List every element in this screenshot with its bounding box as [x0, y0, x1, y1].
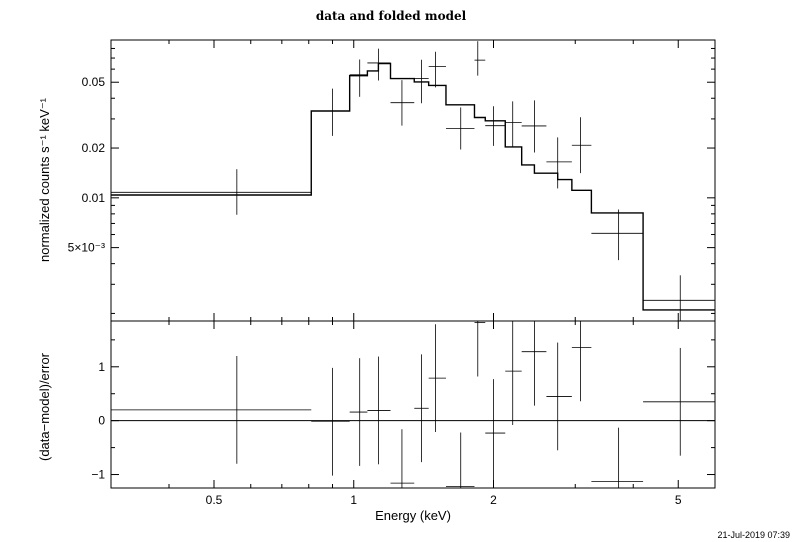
y-tick-label: 5×10⁻³	[68, 241, 105, 255]
spectrum-ticks	[111, 40, 715, 321]
x-tick-label: 1	[350, 493, 357, 507]
data-point	[111, 169, 312, 215]
folded-model-line	[111, 62, 715, 311]
x-tick-label: 2	[490, 493, 497, 507]
residual-data-points	[111, 321, 715, 488]
residual-tick-label: −1	[91, 468, 105, 482]
spectrum-data-points	[111, 41, 715, 321]
x-axis-label: Energy (keV)	[375, 508, 451, 523]
residual-point	[311, 367, 350, 476]
residual-point	[591, 427, 644, 488]
residual-point	[571, 321, 592, 402]
residual-point	[474, 321, 486, 377]
data-point	[643, 275, 715, 321]
residual-point	[349, 358, 368, 466]
residual-point	[485, 379, 506, 487]
spectrum-panel: 5×10⁻³ 0.01 0.02 0.05 normalized counts s⁻¹…	[37, 39, 716, 322]
y-axis-label-spectrum: normalized counts s⁻¹ keV⁻¹	[37, 97, 52, 262]
x-tick-label: 5	[675, 493, 682, 507]
chart-title: data and folded model	[316, 9, 467, 23]
residual-point	[414, 354, 429, 463]
data-point	[485, 106, 506, 146]
residual-point	[428, 324, 446, 432]
data-point	[311, 88, 350, 136]
data-point	[546, 137, 572, 189]
residual-point	[505, 321, 522, 425]
y-axis-label-residuals: (data−model)/error	[37, 352, 52, 461]
data-point	[428, 51, 446, 88]
x-tick-label: 0.5	[206, 493, 223, 507]
data-point	[445, 107, 475, 150]
data-point	[591, 209, 644, 261]
timestamp: 21-Jul-2019 07:39	[717, 530, 790, 540]
residual-tick-label: 0	[98, 414, 105, 428]
residual-tick-label: 1	[98, 360, 105, 374]
residual-point	[390, 429, 415, 488]
data-point	[571, 117, 592, 174]
residuals-frame	[110, 320, 716, 489]
data-point	[390, 80, 415, 126]
residual-point	[111, 356, 312, 464]
data-point	[521, 100, 547, 153]
y-tick-label: 0.02	[82, 141, 106, 155]
residuals-panel: −1 0 1 0.5 1 2 5 (data−model)/error	[37, 320, 716, 507]
residual-point	[367, 356, 391, 465]
residual-point	[546, 342, 572, 451]
residual-point	[445, 432, 475, 488]
data-point	[349, 59, 368, 97]
data-point	[505, 101, 522, 148]
y-tick-label: 0.01	[82, 191, 106, 205]
residual-ticks	[111, 321, 715, 488]
residual-point	[521, 321, 547, 406]
residual-point	[643, 347, 715, 456]
y-tick-label: 0.05	[82, 75, 106, 89]
spectrum-frame	[110, 39, 716, 322]
data-point	[474, 41, 486, 76]
residual-tick-labels: −1 0 1 0.5 1 2 5	[91, 360, 682, 507]
spectrum-tick-labels: 5×10⁻³ 0.01 0.02 0.05	[68, 75, 106, 254]
